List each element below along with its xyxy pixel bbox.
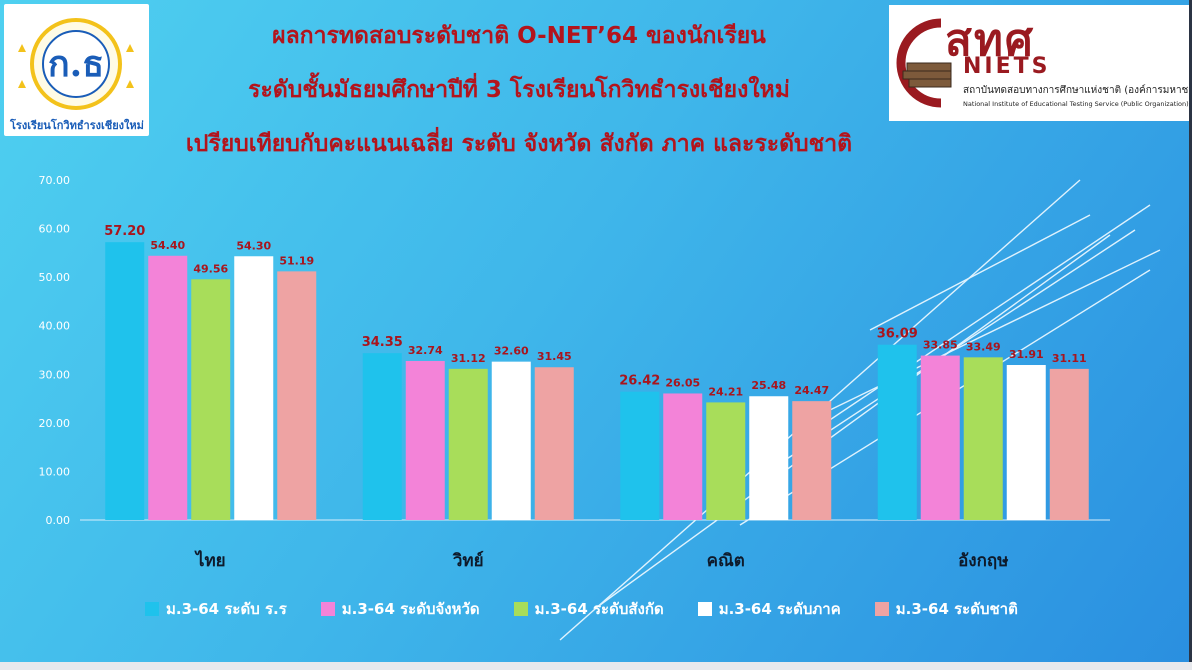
- y-tick-label: 10.00: [39, 465, 71, 478]
- title-line-1: ผลการทดสอบระดับชาติ O-NET’64 ของนักเรียน: [272, 23, 766, 49]
- bar: [1049, 368, 1089, 520]
- y-tick-label: 70.00: [39, 174, 71, 187]
- data-label: 24.47: [794, 384, 829, 397]
- legend-label: ม.3-64 ระดับสังกัด: [534, 600, 664, 618]
- title-line-3: เปรียบเทียบกับคะแนนเฉลี่ย ระดับ จังหวัด …: [185, 131, 853, 157]
- bar: [491, 361, 531, 520]
- data-label: 33.85: [923, 339, 958, 352]
- data-label: 24.21: [708, 385, 743, 398]
- niets-letters: สทศ: [945, 15, 1035, 66]
- legend-item: ม.3-64 ระดับ ร.ร: [145, 597, 287, 621]
- legend-swatch: [513, 602, 528, 616]
- data-label: 34.35: [362, 335, 403, 350]
- data-label: 31.11: [1052, 352, 1087, 365]
- niets-word: NIETS: [963, 54, 1051, 79]
- bar: [148, 255, 188, 520]
- data-label: 33.49: [966, 340, 1001, 353]
- slide-edge-right: [1189, 0, 1192, 670]
- bar: [405, 360, 445, 520]
- bar: [963, 357, 1003, 520]
- y-tick-label: 50.00: [39, 271, 71, 284]
- bar: [1006, 365, 1046, 520]
- data-label: 31.91: [1009, 348, 1044, 361]
- y-tick-label: 40.00: [39, 320, 71, 333]
- category-label: ไทย: [194, 550, 226, 571]
- bar: [105, 242, 145, 520]
- bar: [749, 396, 789, 520]
- data-label: 54.40: [150, 239, 185, 252]
- legend-swatch: [145, 602, 159, 616]
- data-label: 32.60: [494, 345, 529, 358]
- data-label: 31.45: [537, 350, 572, 363]
- legend-item: ม.3-64 ระดับจังหวัด: [320, 597, 480, 621]
- legend-swatch: [874, 602, 889, 616]
- data-label: 25.48: [751, 379, 786, 392]
- legend-swatch: [320, 602, 335, 616]
- legend-label: ม.3-64 ระดับจังหวัด: [341, 600, 480, 618]
- bar: [877, 344, 917, 520]
- bar: [277, 271, 317, 520]
- school-emblem-icon: ก.ธ: [18, 18, 134, 110]
- bar: [448, 368, 488, 520]
- legend-label: ม.3-64 ระดับชาติ: [895, 600, 1018, 618]
- bar: [792, 401, 832, 520]
- data-label: 57.20: [104, 224, 145, 239]
- legend-swatch: [697, 602, 712, 616]
- svg-text:ก.ธ: ก.ธ: [48, 43, 104, 85]
- bar: [663, 393, 703, 520]
- legend-item: ม.3-64 ระดับภาค: [697, 597, 841, 621]
- data-label: 26.05: [665, 376, 700, 389]
- bar: [706, 402, 746, 520]
- niets-name-en: National Institute of Educational Testin…: [963, 100, 1189, 108]
- data-label: 32.74: [408, 344, 443, 357]
- legend-label: ม.3-64 ระดับ ร.ร: [166, 600, 287, 618]
- data-label: 36.09: [877, 327, 918, 342]
- bar: [362, 353, 402, 520]
- data-label: 54.30: [236, 239, 271, 252]
- bar: [234, 256, 274, 520]
- bar: [620, 391, 660, 520]
- school-logo-text: โรงเรียนโกวิทธำรงเชียงใหม่: [10, 119, 144, 132]
- data-label: 31.12: [451, 352, 486, 365]
- category-label: อังกฤษ: [958, 551, 1008, 571]
- title-line-2: ระดับชั้นมัธยมศึกษาปีที่ 3 โรงเรียนโกวิท…: [248, 77, 790, 103]
- legend-item: ม.3-64 ระดับชาติ: [874, 597, 1018, 621]
- legend-label: ม.3-64 ระดับภาค: [718, 600, 841, 618]
- y-tick-label: 0.00: [46, 514, 71, 527]
- y-tick-label: 20.00: [39, 417, 71, 430]
- chart-legend: ม.3-64 ระดับ ร.ร ม.3-64 ระดับจังหวัด ม.3-6…: [145, 597, 1052, 621]
- category-label: วิทย์: [452, 550, 483, 571]
- y-tick-label: 60.00: [39, 223, 71, 236]
- book-icon: [896, 18, 952, 108]
- slide-edge-bottom: [0, 662, 1192, 670]
- bar: [534, 367, 574, 520]
- bar: [191, 279, 231, 520]
- legend-item: ม.3-64 ระดับสังกัด: [513, 597, 664, 621]
- y-tick-label: 30.00: [39, 368, 71, 381]
- category-label: คณิต: [707, 551, 745, 571]
- data-label: 51.19: [279, 254, 314, 267]
- niets-name-th: สถาบันทดสอบทางการศึกษาแห่งชาติ (องค์การม…: [963, 85, 1189, 96]
- data-label: 49.56: [193, 262, 228, 275]
- niets-logo: สทศ NIETS สถาบันทดสอบทางการศึกษาแห่งชาติ…: [889, 5, 1189, 121]
- data-label: 26.42: [619, 374, 660, 389]
- school-logo: ก.ธ โรงเรียนโกวิทธำรงเชียงใหม่: [4, 4, 149, 136]
- bar: [920, 355, 960, 520]
